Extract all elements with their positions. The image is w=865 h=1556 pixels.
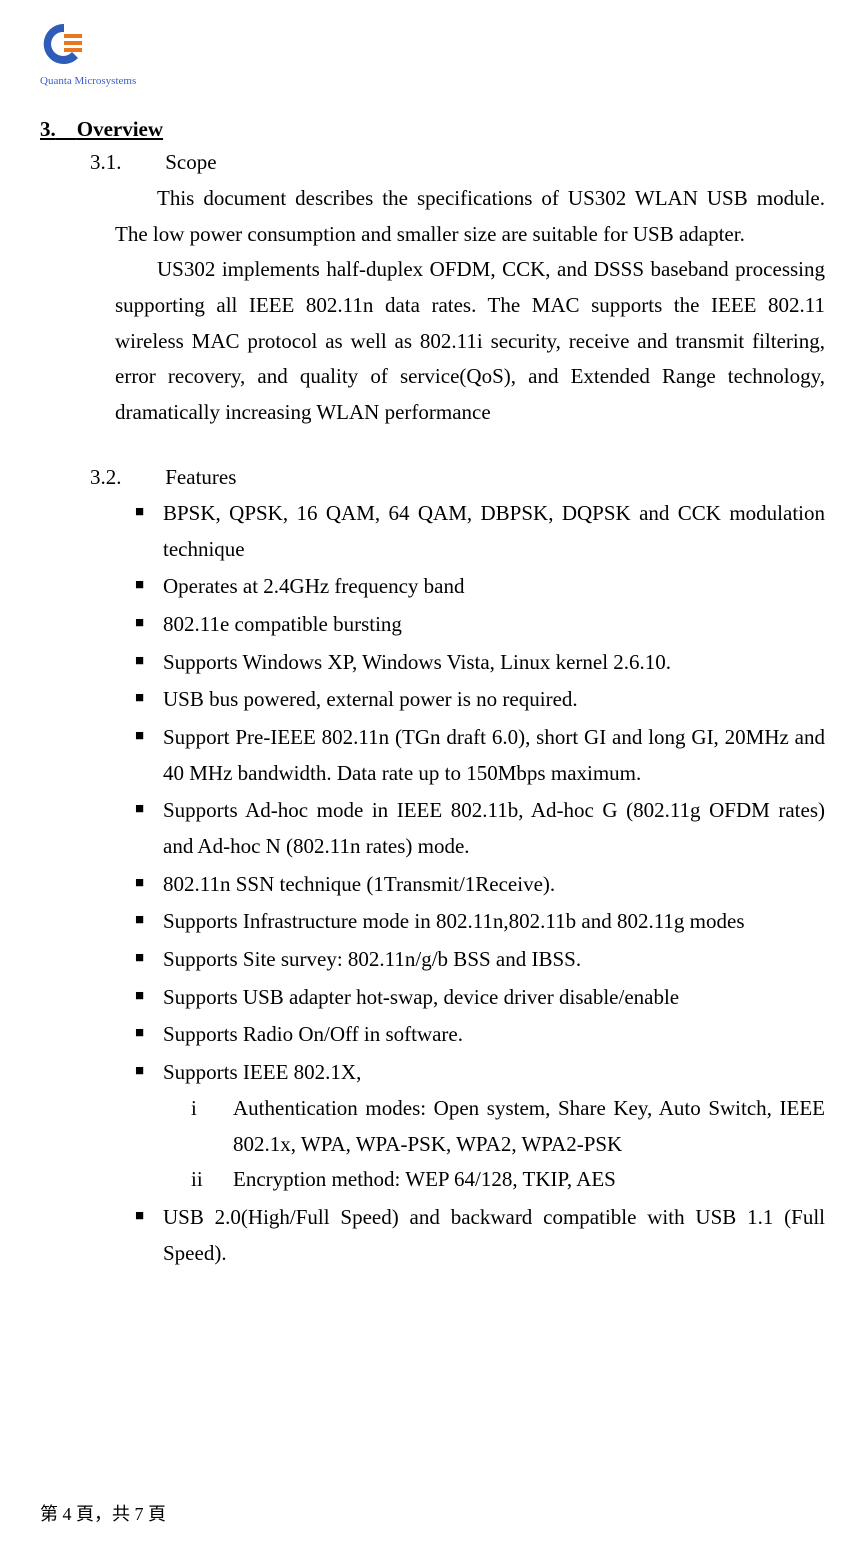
sub-item-num: i [191,1091,233,1162]
sub-item-text: Encryption method: WEP 64/128, TKIP, AES [233,1162,825,1198]
feature-sub-item: i Authentication modes: Open system, Sha… [191,1091,825,1162]
section-heading: 3. Overview [40,117,825,142]
features-number: 3.2. [90,465,160,490]
feature-item: Supports Windows XP, Windows Vista, Linu… [135,645,825,681]
sub-item-num: ii [191,1162,233,1198]
page-footer: 第 4 頁，共 7 頁 [40,1500,166,1526]
feature-item: 802.11e compatible bursting [135,607,825,643]
company-logo: Quanta Microsystems [40,20,825,87]
section-number: 3. [40,117,56,141]
feature-item: BPSK, QPSK, 16 QAM, 64 QAM, DBPSK, DQPSK… [135,496,825,567]
scope-heading: 3.1. Scope [90,150,825,175]
feature-item: Supports IEEE 802.1X, i Authentication m… [135,1055,825,1198]
feature-sub-items: i Authentication modes: Open system, Sha… [191,1091,825,1198]
feature-item: Supports Radio On/Off in software. [135,1017,825,1053]
features-title: Features [165,465,236,489]
feature-item: Supports Ad-hoc mode in IEEE 802.11b, Ad… [135,793,825,864]
feature-item: Supports Infrastructure mode in 802.11n,… [135,904,825,940]
scope-title: Scope [165,150,216,174]
logo-brand-text: Quanta Microsystems [40,75,825,87]
feature-item: Supports Site survey: 802.11n/g/b BSS an… [135,942,825,978]
section-title: Overview [77,117,163,141]
feature-item: Support Pre-IEEE 802.11n (TGn draft 6.0)… [135,720,825,791]
feature-item: Operates at 2.4GHz frequency band [135,569,825,605]
feature-item: 802.11n SSN technique (1Transmit/1Receiv… [135,867,825,903]
scope-number: 3.1. [90,150,160,175]
scope-para-2: US302 implements half-duplex OFDM, CCK, … [115,252,825,430]
scope-para-1: This document describes the specificatio… [115,181,825,252]
logo-icon [40,20,88,68]
features-list: BPSK, QPSK, 16 QAM, 64 QAM, DBPSK, DQPSK… [135,496,825,1271]
sub-item-text: Authentication modes: Open system, Share… [233,1091,825,1162]
features-heading: 3.2. Features [90,465,825,490]
feature-item-text: Supports IEEE 802.1X, [163,1060,361,1084]
feature-item: Supports USB adapter hot-swap, device dr… [135,980,825,1016]
feature-item: USB bus powered, external power is no re… [135,682,825,718]
feature-item: USB 2.0(High/Full Speed) and backward co… [135,1200,825,1271]
feature-sub-item: ii Encryption method: WEP 64/128, TKIP, … [191,1162,825,1198]
